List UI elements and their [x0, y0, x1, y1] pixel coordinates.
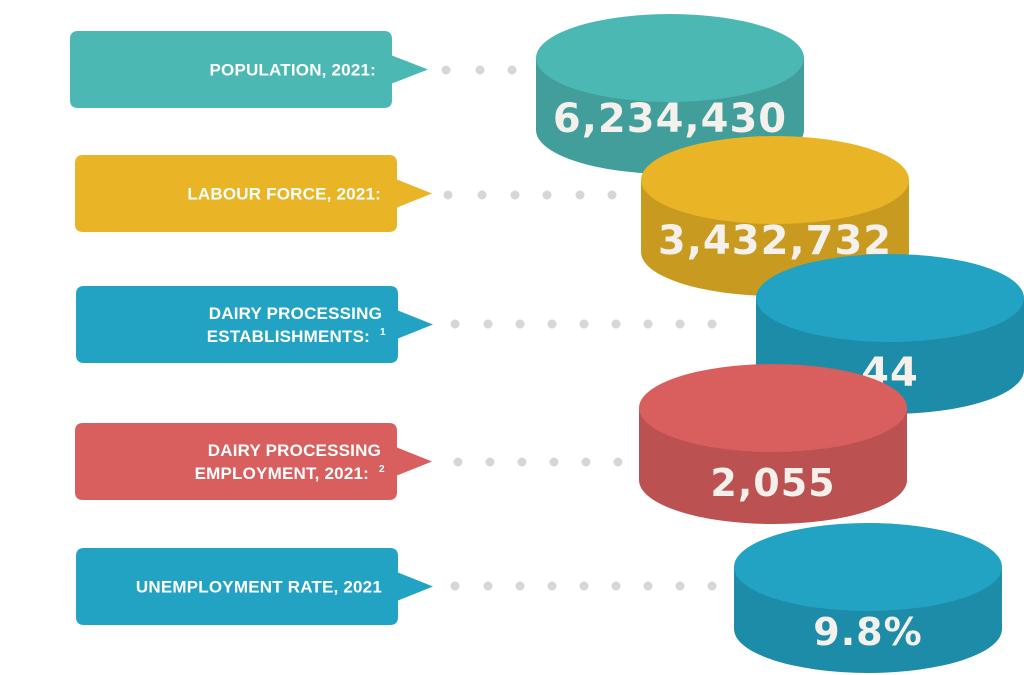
dot — [643, 581, 653, 591]
dot — [707, 581, 717, 591]
dot — [443, 190, 453, 200]
dot — [515, 319, 525, 329]
cylinder-top — [639, 364, 907, 452]
label-text: EMPLOYMENT, 2021: — [195, 464, 369, 483]
footnote-marker: 2 — [379, 464, 385, 475]
label-box — [76, 286, 433, 363]
label-text: DAIRY PROCESSING — [209, 304, 382, 323]
cylinder-top — [536, 14, 804, 102]
dot — [611, 319, 621, 329]
dot — [547, 319, 557, 329]
dot — [517, 457, 527, 467]
footnote-marker: 1 — [380, 327, 386, 338]
dot — [613, 457, 623, 467]
dot — [611, 581, 621, 591]
label-box — [76, 548, 433, 625]
cylinder-top — [756, 254, 1024, 342]
value-cylinder: 9.8% — [734, 523, 1002, 673]
dot — [450, 319, 460, 329]
label-callout: DAIRY PROCESSING ESTABLISHMENTS: 1 — [76, 286, 433, 363]
dot — [507, 65, 517, 75]
dot-trail — [450, 581, 717, 591]
label-text: LABOUR FORCE, 2021: — [187, 185, 381, 204]
dot — [675, 581, 685, 591]
cylinder-top — [734, 523, 1002, 611]
dot — [515, 581, 525, 591]
dot — [575, 190, 585, 200]
dot — [450, 581, 460, 591]
dot — [542, 190, 552, 200]
value-text: 2,055 — [710, 461, 835, 505]
dot — [607, 190, 617, 200]
dot — [549, 457, 559, 467]
label-text: UNEMPLOYMENT RATE, 2021 — [136, 578, 382, 597]
dot-trail — [450, 319, 717, 329]
value-cylinder: 2,055 — [639, 364, 907, 524]
dot — [483, 581, 493, 591]
dot-trail — [453, 457, 623, 467]
dot — [453, 457, 463, 467]
value-text: 9.8% — [813, 610, 922, 654]
dot — [707, 319, 717, 329]
dot — [675, 319, 685, 329]
dot — [581, 457, 591, 467]
dot — [485, 457, 495, 467]
dot — [477, 190, 487, 200]
label-callout: UNEMPLOYMENT RATE, 2021 — [76, 548, 433, 625]
dot — [579, 581, 589, 591]
cylinder-top — [641, 136, 909, 224]
label-text: DAIRY PROCESSING — [208, 441, 381, 460]
label-text: POPULATION, 2021: — [209, 61, 376, 80]
label-box — [75, 423, 432, 500]
label-box — [70, 31, 428, 108]
label-callout: POPULATION, 2021: — [70, 31, 428, 108]
dot — [483, 319, 493, 329]
dot-trail — [443, 190, 617, 200]
dot — [475, 65, 485, 75]
dot — [510, 190, 520, 200]
label-box — [75, 155, 432, 232]
label-callout: DAIRY PROCESSING EMPLOYMENT, 2021: 2 — [75, 423, 432, 500]
dot — [441, 65, 451, 75]
value-text: 6,234,430 — [553, 96, 787, 142]
label-text: ESTABLISHMENTS: — [207, 327, 370, 346]
dot — [547, 581, 557, 591]
dot-trail — [441, 65, 517, 75]
dot — [579, 319, 589, 329]
label-callout: LABOUR FORCE, 2021: — [75, 155, 432, 232]
dot — [643, 319, 653, 329]
